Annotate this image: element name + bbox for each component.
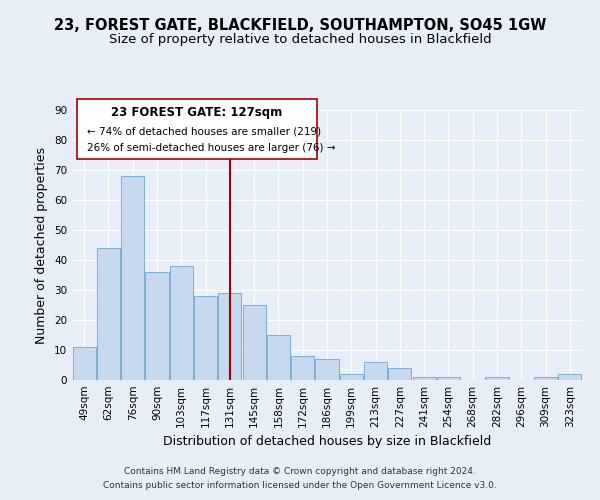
Bar — [559, 374, 581, 380]
X-axis label: Distribution of detached houses by size in Blackfield: Distribution of detached houses by size … — [163, 436, 491, 448]
Bar — [291, 356, 314, 380]
Bar — [242, 305, 266, 380]
Bar — [97, 248, 120, 380]
Bar — [388, 368, 412, 380]
Text: Contains HM Land Registry data © Crown copyright and database right 2024.: Contains HM Land Registry data © Crown c… — [124, 467, 476, 476]
Text: 26% of semi-detached houses are larger (76) →: 26% of semi-detached houses are larger (… — [88, 143, 336, 153]
Bar — [194, 296, 217, 380]
Text: Size of property relative to detached houses in Blackfield: Size of property relative to detached ho… — [109, 32, 491, 46]
Bar — [316, 359, 338, 380]
Bar — [364, 362, 387, 380]
Bar — [340, 374, 363, 380]
Text: Contains public sector information licensed under the Open Government Licence v3: Contains public sector information licen… — [103, 481, 497, 490]
Bar — [534, 377, 557, 380]
Bar — [73, 347, 95, 380]
Bar — [267, 335, 290, 380]
Text: 23, FOREST GATE, BLACKFIELD, SOUTHAMPTON, SO45 1GW: 23, FOREST GATE, BLACKFIELD, SOUTHAMPTON… — [54, 18, 546, 32]
FancyBboxPatch shape — [77, 99, 317, 158]
Bar — [485, 377, 509, 380]
Bar — [145, 272, 169, 380]
Y-axis label: Number of detached properties: Number of detached properties — [35, 146, 49, 344]
Bar — [170, 266, 193, 380]
Bar — [413, 377, 436, 380]
Text: 23 FOREST GATE: 127sqm: 23 FOREST GATE: 127sqm — [112, 106, 283, 119]
Bar — [437, 377, 460, 380]
Bar — [218, 293, 241, 380]
Text: ← 74% of detached houses are smaller (219): ← 74% of detached houses are smaller (21… — [88, 126, 322, 136]
Bar — [121, 176, 144, 380]
